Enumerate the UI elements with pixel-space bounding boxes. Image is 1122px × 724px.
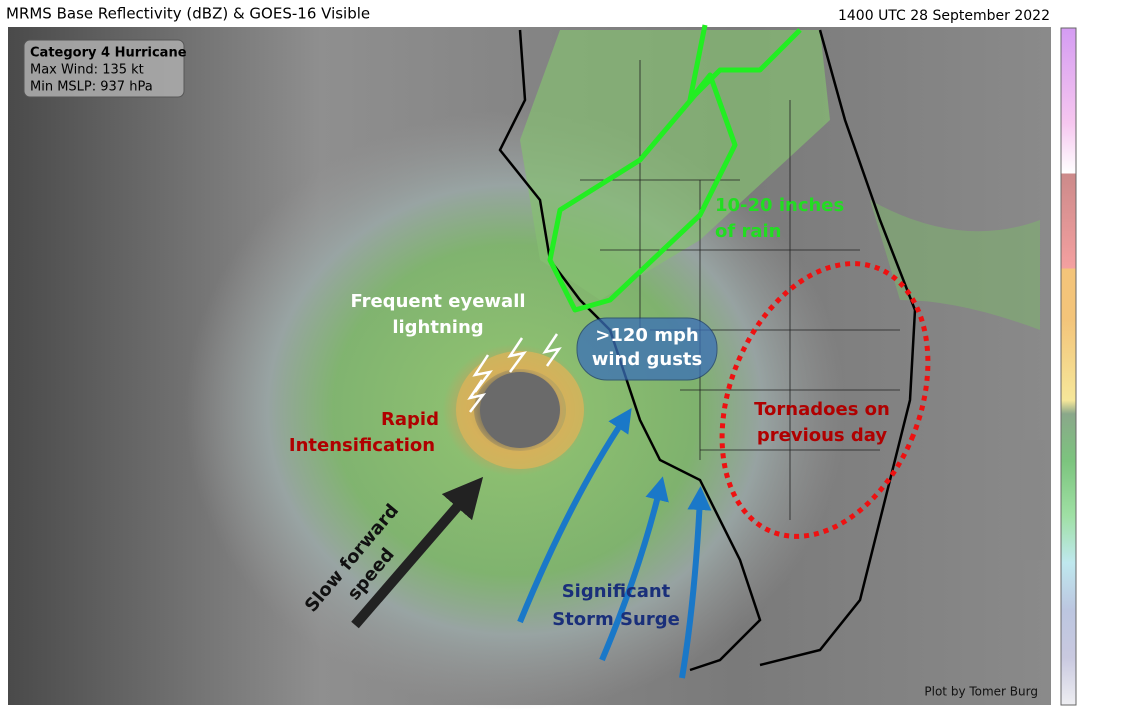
annotation-text: previous day [757, 425, 888, 446]
colorbar [1060, 27, 1077, 706]
cloud-patch [1020, 440, 1051, 560]
atlantic-rain [870, 200, 1040, 330]
annotation-text: >120 mph [595, 325, 698, 346]
hurricane-eye [480, 372, 560, 448]
wind-highlight [576, 317, 718, 381]
lightning-symbols [467, 333, 562, 413]
annotation-text: Rapid [381, 409, 439, 430]
surge-arrow [679, 486, 712, 679]
map-area [8, 24, 1051, 710]
info-box-background [23, 39, 185, 98]
annotation-text: Frequent eyewall [350, 291, 525, 312]
tornado-outline [719, 261, 931, 539]
annotation-text: Significant [562, 581, 671, 602]
map-title: MRMS Base Reflectivity (dBZ) & GOES-16 V… [6, 5, 370, 23]
annotation-text: of rain [715, 221, 781, 242]
annotation-text: Storm Surge [552, 609, 680, 630]
colorbar-scale [1060, 27, 1077, 706]
rainfall-outline [547, 24, 802, 313]
surge-arrow [599, 476, 669, 662]
county-borders [580, 60, 900, 520]
annotation-text: wind gusts [592, 349, 703, 370]
surge-arrow [517, 408, 632, 624]
north-rain-shield [520, 30, 830, 300]
map-date: 1400 UTC 28 September 2022 [838, 8, 1050, 24]
info-pressure: Min MSLP: 937 hPa [30, 80, 153, 95]
info-category: Category 4 Hurricane [30, 46, 187, 61]
annotation-text: Tornadoes on [754, 399, 890, 420]
motion-arrow [351, 476, 484, 629]
info-box: Category 4 Hurricane Max Wind: 135 kt Mi… [23, 39, 187, 98]
annotation-text: Intensification [289, 435, 435, 456]
annotation-text: lightning [392, 317, 483, 338]
annotation-text: 10-20 inches [715, 195, 844, 216]
info-wind: Max Wind: 135 kt [30, 63, 144, 78]
credit: Plot by Tomer Burg [924, 685, 1038, 699]
